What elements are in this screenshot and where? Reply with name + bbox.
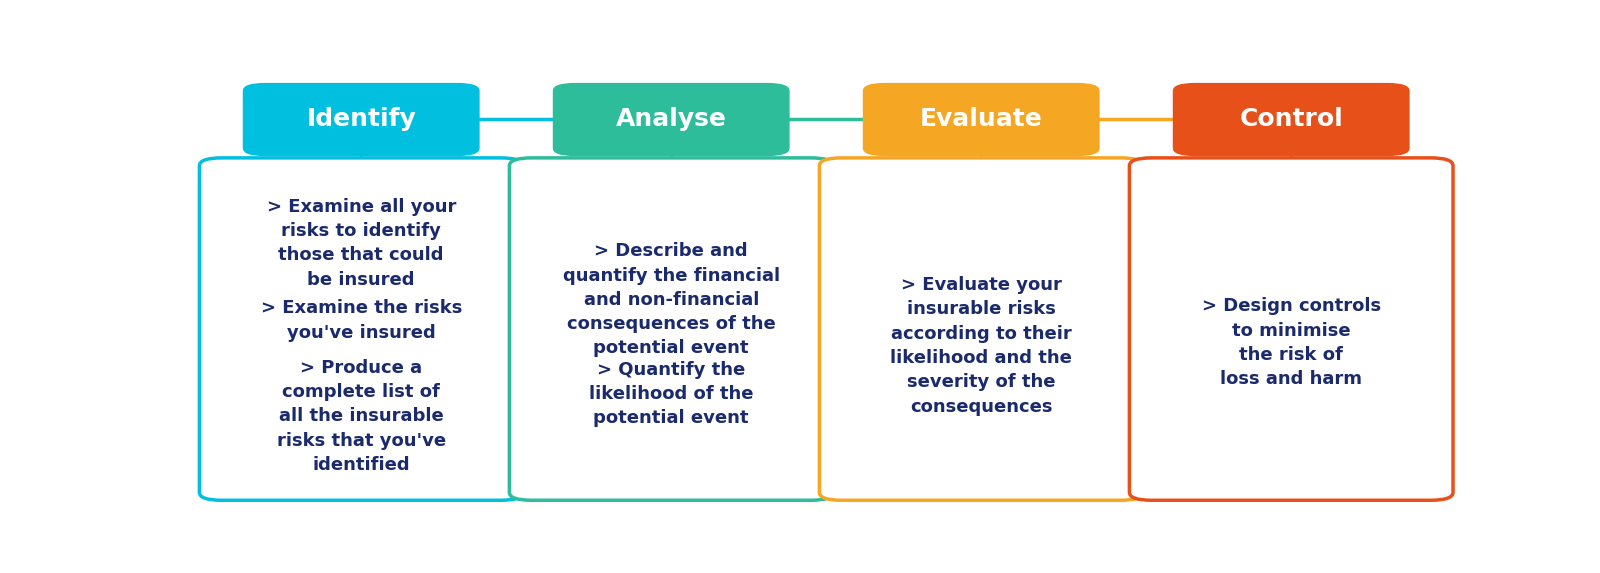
Text: > Examine the risks
you've insured: > Examine the risks you've insured: [261, 300, 462, 342]
Text: Analyse: Analyse: [616, 108, 726, 131]
Text: > Evaluate your
insurable risks
according to their
likelihood and the
severity o: > Evaluate your insurable risks accordin…: [890, 276, 1072, 415]
FancyBboxPatch shape: [1173, 83, 1410, 156]
Text: > Describe and
quantify the financial
and non-financial
consequences of the
pote: > Describe and quantify the financial an…: [563, 242, 779, 358]
FancyBboxPatch shape: [243, 83, 480, 156]
FancyBboxPatch shape: [509, 158, 834, 500]
Text: Identify: Identify: [306, 108, 416, 131]
FancyBboxPatch shape: [200, 158, 523, 500]
Text: Control: Control: [1240, 108, 1342, 131]
Text: Evaluate: Evaluate: [920, 108, 1043, 131]
Text: > Examine all your
risks to identify
those that could
be insured: > Examine all your risks to identify tho…: [267, 198, 456, 289]
FancyBboxPatch shape: [819, 158, 1142, 500]
FancyBboxPatch shape: [862, 83, 1099, 156]
Text: > Design controls
to minimise
the risk of
loss and harm: > Design controls to minimise the risk o…: [1202, 297, 1381, 388]
Text: > Quantify the
likelihood of the
potential event: > Quantify the likelihood of the potenti…: [589, 361, 754, 427]
Text: > Produce a
complete list of
all the insurable
risks that you've
identified: > Produce a complete list of all the ins…: [277, 359, 446, 474]
FancyBboxPatch shape: [552, 83, 790, 156]
FancyBboxPatch shape: [1130, 158, 1453, 500]
